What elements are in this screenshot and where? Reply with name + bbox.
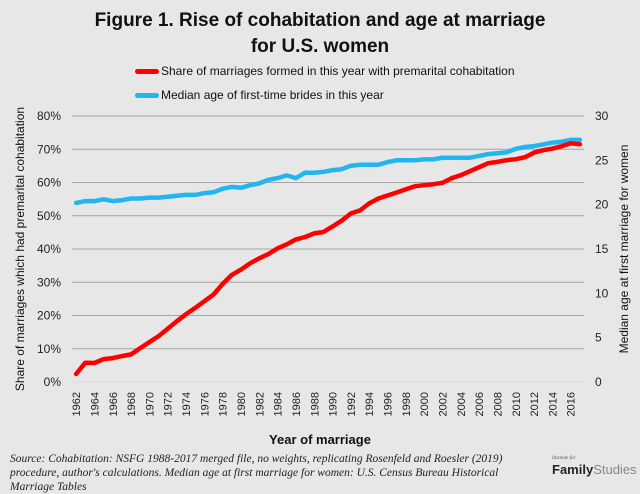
x-tick-label: 1994 (364, 392, 376, 416)
y-right-tick-label: 5 (595, 331, 602, 345)
x-tick-label: 1974 (181, 392, 193, 416)
x-tick-label: 1996 (383, 392, 395, 416)
y-right-tick-label: 25 (595, 153, 609, 167)
x-tick-label: 1966 (108, 392, 120, 416)
gridlines (72, 115, 584, 383)
y-left-tick-label: 60% (37, 176, 61, 190)
x-tick-label: 1970 (144, 392, 156, 416)
legend-item-cohabitation: Share of marriages formed in this year w… (135, 64, 515, 78)
series-line-cohabitation (73, 141, 583, 377)
x-tick-label: 2016 (566, 392, 578, 416)
legend-label-cohabitation: Share of marriages formed in this year w… (161, 64, 515, 78)
x-tick-label: 2002 (437, 392, 449, 416)
y-right-tick-label: 15 (595, 242, 609, 256)
y-right-tick-label: 30 (595, 109, 609, 123)
x-axis-ticks: 1962 1964 1966 1968 1970 1972 1974 1976 1978 1980… (71, 392, 578, 416)
logo-light-text: Studies (593, 462, 637, 477)
x-tick-label: 1976 (199, 392, 211, 416)
x-axis-title: Year of marriage (269, 432, 371, 447)
legend-label-median-age: Median age of first-time brides in this … (161, 88, 384, 102)
chart-title: Figure 1. Rise of cohabitation and age a… (0, 8, 640, 60)
y-left-tick-label: 20% (37, 309, 61, 323)
x-tick-label: 1984 (273, 392, 285, 416)
y-right-tick-label: 0 (595, 375, 602, 389)
x-tick-label: 1990 (328, 392, 340, 416)
x-tick-label: 2014 (547, 392, 559, 416)
series-line-median-age (73, 137, 583, 206)
logo-main-text: FamilyStudies (552, 462, 637, 477)
ifs-logo: Institute for FamilyStudies (552, 456, 637, 477)
y-left-tick-label: 10% (37, 342, 61, 356)
y-axis-right-title: Median age at first marriage for women (617, 144, 631, 354)
y-left-tick-label: 80% (37, 109, 61, 123)
x-tick-label: 1982 (254, 392, 266, 416)
y-left-tick-label: 70% (37, 142, 61, 156)
x-tick-label: 2004 (456, 392, 468, 416)
y-left-tick-label: 50% (37, 209, 61, 223)
source-note: Source: Cohabitation: NSFG 1988-2017 mer… (10, 453, 503, 493)
x-tick-label: 1992 (346, 392, 358, 416)
x-tick-label: 1978 (218, 392, 230, 416)
legend-item-median-age: Median age of first-time brides in this … (135, 88, 384, 102)
x-tick-label: 1968 (126, 392, 138, 416)
y-left-tick-label: 0% (44, 375, 62, 389)
y-left-tick-label: 30% (37, 275, 61, 289)
x-tick-label: 1986 (291, 392, 303, 416)
x-tick-label: 2006 (474, 392, 486, 416)
y-axis-right-ticks: 0 5 10 15 20 25 30 (595, 109, 609, 389)
chart-title-line-1: Figure 1. Rise of cohabitation and age a… (94, 10, 546, 31)
x-tick-label: 2000 (419, 392, 431, 416)
x-tick-label: 2010 (511, 392, 523, 416)
logo-bold-text: Family (552, 462, 594, 477)
y-axis-left-title: Share of marriages which had premarital … (13, 106, 27, 392)
y-right-tick-label: 10 (595, 286, 609, 300)
series-lines (73, 137, 583, 377)
x-tick-label: 1998 (401, 392, 413, 416)
y-right-tick-label: 20 (595, 198, 609, 212)
y-axis-left-ticks: 0% 10% 20% 30% 40% 50% 60% 70% 80% (37, 109, 61, 389)
x-tick-label: 1980 (236, 392, 248, 416)
x-tick-label: 2008 (492, 392, 504, 416)
x-tick-label: 1988 (309, 392, 321, 416)
chart-title-line-2: for U.S. women (250, 36, 390, 57)
y-left-tick-label: 40% (37, 242, 61, 256)
x-tick-label: 1962 (71, 392, 83, 416)
x-tick-label: 1972 (163, 392, 175, 416)
logo-small-text: Institute for (552, 456, 576, 461)
x-tick-label: 2012 (529, 392, 541, 416)
legend-swatch-red (135, 68, 159, 74)
legend-swatch-blue (135, 92, 159, 98)
x-tick-label: 1964 (89, 392, 101, 416)
